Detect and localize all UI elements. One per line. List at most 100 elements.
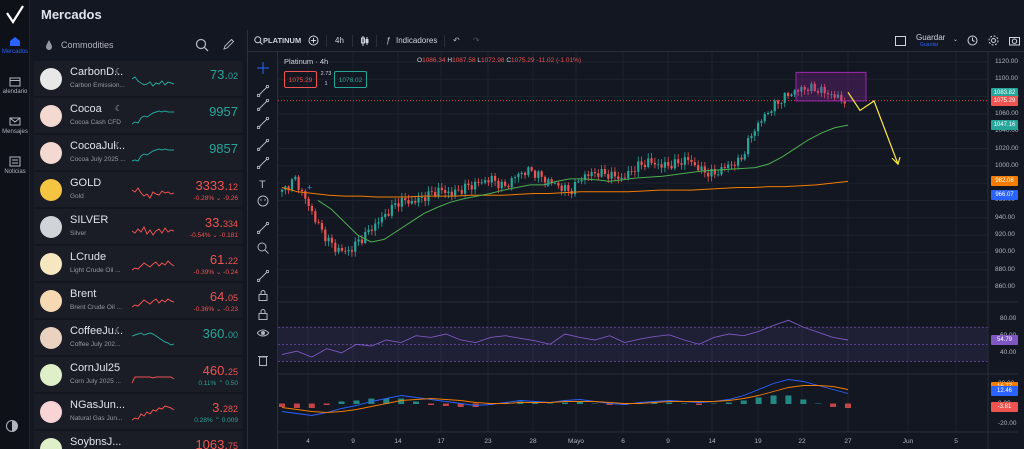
candle-type-icon[interactable] <box>360 36 370 46</box>
candle-body <box>713 168 716 175</box>
price-tick: 1120.00 <box>995 58 1019 65</box>
candle-body <box>603 169 607 175</box>
symbol-desc: Brent Crude Oil ... <box>70 304 123 311</box>
magnet-icon[interactable] <box>257 270 269 282</box>
macd-histogram-bar <box>785 395 792 404</box>
candle-body <box>434 191 437 197</box>
theme-toggle-icon[interactable] <box>5 419 19 433</box>
trendline-icon[interactable] <box>257 85 269 97</box>
candle-body <box>670 165 673 169</box>
trash-icon[interactable] <box>257 354 269 366</box>
candle-body <box>467 183 470 186</box>
eye-icon[interactable] <box>257 327 269 339</box>
symbol-avatar-icon <box>40 401 62 423</box>
price-tag: 1083.82 <box>991 88 1018 99</box>
search-icon[interactable] <box>195 38 209 52</box>
rsi-line <box>281 319 849 358</box>
symbol-change: -0.36% ⌄ -0.23 <box>193 306 238 313</box>
buy-price-box[interactable]: 1078.02 <box>334 71 367 88</box>
emoji-icon[interactable] <box>257 195 269 207</box>
candle-body <box>337 248 340 252</box>
snapshot-camera-icon[interactable] <box>1009 35 1020 46</box>
app-logo-icon[interactable] <box>4 4 26 26</box>
edit-pencil-icon[interactable] <box>222 38 235 51</box>
watchlist-category[interactable]: Commodities <box>61 40 114 50</box>
symbol-name: LCrude <box>70 251 107 263</box>
symbol-price: 460.25 <box>202 363 238 378</box>
watchlist-row[interactable]: NGasJun... Natural Gas Jun... 3.282 0.28% ⌃… <box>34 394 242 430</box>
fib-icon[interactable] <box>257 139 269 151</box>
candle-body <box>833 94 836 98</box>
rail-item-noticias[interactable]: Noticias <box>0 156 30 175</box>
macd-histogram-bar <box>413 401 420 404</box>
lock-drawing-icon[interactable] <box>257 289 269 301</box>
settings-gear-icon[interactable] <box>988 35 999 46</box>
rail-item-calendario[interactable]: alendario <box>0 76 30 95</box>
add-compare-icon[interactable] <box>308 35 319 46</box>
watchlist-row[interactable]: Cocoa ☾ Cocoa Cash CFD 9957 <box>34 98 242 134</box>
candle-body <box>527 167 530 176</box>
save-button[interactable]: Guardar <box>916 33 946 42</box>
alert-clock-icon[interactable] <box>967 35 978 46</box>
interval-button[interactable]: 4h <box>335 36 344 45</box>
rail-item-mensajes[interactable]: Mensajes <box>0 116 30 135</box>
symbol-desc: Silver <box>70 230 87 237</box>
candle-body <box>600 169 603 177</box>
lock-icon[interactable] <box>257 308 269 320</box>
ma-fast-line <box>317 124 849 243</box>
candle-body <box>314 211 317 223</box>
candle-body <box>404 198 407 200</box>
sparkline <box>132 110 174 125</box>
symbol-label[interactable]: PLATINUM <box>263 36 302 45</box>
watchlist-row[interactable]: SILVER Silver 33.334 -0.54% ⌄ -0.181 <box>34 209 242 245</box>
watchlist-row[interactable]: CornJul25 Corn July 2025 ... 460.25 0.11% ⌃… <box>34 357 242 393</box>
highlight-rectangle <box>795 71 867 102</box>
candle-body <box>424 197 427 201</box>
symbol-search-icon[interactable] <box>254 36 263 45</box>
sparkline <box>132 405 175 421</box>
macd-histogram-bar <box>353 400 360 404</box>
save-status: Guardar <box>920 42 939 48</box>
candle-body <box>750 135 753 139</box>
text-icon[interactable]: T <box>257 177 269 189</box>
layout-icon[interactable] <box>895 36 906 46</box>
indicators-icon[interactable]: ƒ <box>386 36 391 45</box>
cross-marker: + <box>307 182 312 192</box>
save-chevron-icon[interactable]: ⌄ <box>953 37 959 43</box>
drawing-toolbar: T <box>248 52 278 449</box>
chart-canvas[interactable]: + + <box>278 52 1018 449</box>
spread-indicator: 2.73 1 <box>320 71 332 87</box>
indicators-button[interactable]: Indicadores <box>396 36 438 45</box>
sparkline <box>132 435 176 449</box>
watchlist-row[interactable]: CoffeeJu... ☾ Coffee July 202... 360.00 <box>34 320 242 356</box>
macd-histogram-bar <box>338 401 345 404</box>
price-tick: 920.00 <box>995 231 1015 239</box>
crosshair-icon[interactable] <box>257 62 269 74</box>
watchlist-row[interactable]: Brent Brent Crude Oil ... 64.05 -0.36% ⌄ -0… <box>34 283 242 319</box>
price-tick: 860.00 <box>995 283 1015 290</box>
candle-body <box>650 158 653 163</box>
watchlist-row[interactable]: GOLD Gold 3333.12 -0.28% ⌄ -9.26 <box>34 172 242 208</box>
watchlist-row[interactable]: LCrude Light Crude Oil ... 61.22 -0.39% ⌄ -… <box>34 246 242 282</box>
candle-body <box>330 237 334 243</box>
candle-body <box>647 158 650 168</box>
rsi-tag: 54.79 <box>991 335 1018 346</box>
candle-body <box>757 122 760 132</box>
redo-icon[interactable]: ↷ <box>473 36 480 45</box>
zoom-icon[interactable] <box>257 242 269 254</box>
hlines-icon[interactable] <box>257 99 269 111</box>
forecast-arrowhead <box>891 156 901 166</box>
ruler-icon[interactable] <box>257 222 269 234</box>
watchlist-row[interactable]: CocoaJul... ☾ Cocoa July 2025 ... 9857 <box>34 135 242 171</box>
candle-body <box>826 93 830 95</box>
candle-body <box>474 181 477 190</box>
rail-item-mercados[interactable]: Mercados <box>0 36 30 55</box>
sell-price-box[interactable]: 1075.29 <box>284 71 317 88</box>
candle-body <box>374 223 377 231</box>
pattern-icon[interactable] <box>257 157 269 169</box>
watchlist-row[interactable]: SoybnsJ...Soybeans July 2...1063.750.28%… <box>34 431 242 449</box>
watchlist-row[interactable]: CarbonD... ☾ Carbon Emission... 73.02 <box>34 61 242 97</box>
candle-body <box>773 100 776 112</box>
pitchfork-icon[interactable] <box>257 117 269 129</box>
undo-icon[interactable]: ↶ <box>453 36 460 45</box>
